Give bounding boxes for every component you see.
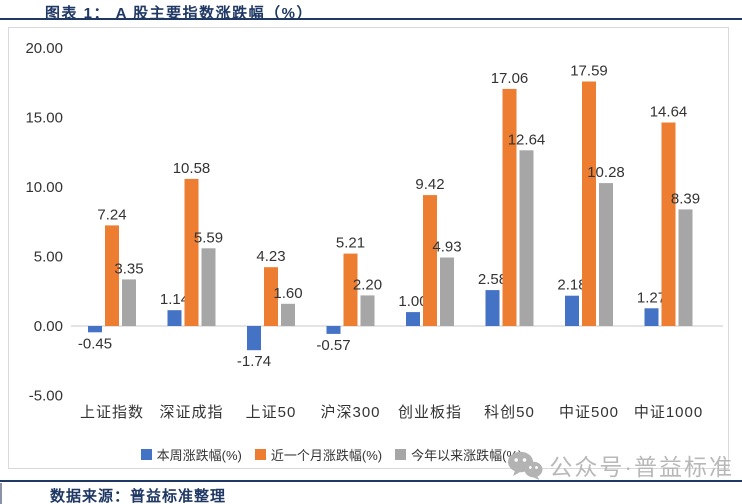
value-label: 1.00 [398, 293, 427, 310]
value-label: 1.60 [273, 285, 302, 302]
bar [247, 326, 261, 351]
y-tick-label: 5.00 [34, 249, 63, 266]
value-label: 12.64 [508, 131, 546, 148]
y-tick-label: 0.00 [34, 318, 63, 335]
value-label: -0.57 [316, 337, 350, 354]
legend-swatch [254, 449, 266, 460]
value-label: 10.28 [587, 164, 625, 181]
value-label: 7.24 [97, 206, 126, 223]
bar-chart: 20.00 15.00 10.00 5.00 0.00 -5.00 上证指数 -0.45 7.2… [25, 40, 723, 421]
watermark: 公众号·普益标准 [507, 448, 734, 482]
category-label: 科创50 [484, 404, 535, 421]
value-label: 9.42 [415, 176, 444, 193]
bar [326, 326, 341, 334]
legend-swatch [395, 449, 407, 460]
value-label: 5.21 [336, 235, 365, 252]
bar [599, 183, 613, 326]
bar [343, 253, 358, 326]
bar [678, 209, 693, 326]
value-label: 1.14 [160, 291, 189, 308]
value-label: 8.39 [671, 190, 700, 207]
bar [644, 308, 659, 326]
footer-divider [0, 480, 742, 482]
chart-legend: 本周涨跌幅(%) 近一个月涨跌幅(%) 今年以来涨跌幅(%) [9, 445, 728, 464]
bar [519, 150, 534, 326]
bar [105, 225, 119, 326]
category-label: 中证1000 [634, 404, 703, 421]
legend-label: 今年以来涨跌幅(%) [411, 448, 523, 463]
y-tick-label: 10.00 [25, 179, 63, 196]
chart-container: 20.00 15.00 10.00 5.00 0.00 -5.00 上证指数 -0.45 7.2… [8, 27, 729, 469]
bar [167, 310, 182, 326]
data-source: 数据来源：普益标准整理 [50, 488, 227, 504]
value-label: 4.93 [432, 239, 461, 256]
title-divider [0, 18, 742, 20]
value-label: 14.64 [650, 104, 688, 121]
bar [502, 88, 517, 327]
bar [281, 303, 295, 326]
bar [565, 295, 579, 326]
figure-title: 图表 1： A 股主要指数涨跌幅（%） [45, 5, 313, 22]
bar [88, 326, 102, 333]
category-label: 上证指数 [80, 404, 144, 421]
category-label: 上证50 [246, 404, 297, 421]
bar [406, 312, 420, 326]
y-tick-label: -5.00 [29, 388, 63, 405]
legend-item: 本周涨跌幅(%) [140, 445, 242, 464]
bar [264, 267, 278, 326]
y-tick-label: 20.00 [25, 40, 63, 57]
bar [582, 81, 596, 326]
value-label: 2.58 [478, 271, 507, 288]
category-label: 创业板指 [398, 403, 462, 421]
value-label: 17.06 [491, 70, 529, 87]
category-label: 中证500 [559, 404, 619, 421]
category-label: 沪深300 [320, 404, 380, 421]
value-label: 5.59 [194, 229, 223, 246]
value-label: -1.74 [237, 353, 271, 370]
value-label: -0.45 [78, 335, 112, 352]
wechat-icon [508, 451, 543, 480]
y-tick-label: 15.00 [25, 110, 63, 127]
category-label: 深证成指 [159, 404, 223, 421]
bar [184, 178, 199, 326]
bar [485, 290, 500, 326]
value-label: 3.35 [114, 260, 143, 277]
legend-swatch [140, 449, 152, 460]
legend-label: 近一个月涨跌幅(%) [270, 448, 383, 463]
legend-item: 今年以来涨跌幅(%) [395, 445, 522, 464]
legend-item: 近一个月涨跌幅(%) [254, 445, 383, 464]
value-label: 17.59 [570, 63, 608, 80]
value-label: 10.58 [173, 160, 211, 177]
table-border-fragment [0, 483, 2, 504]
bar [423, 195, 437, 326]
value-label: 1.27 [637, 289, 666, 306]
legend-label: 本周涨跌幅(%) [156, 448, 242, 463]
value-label: 2.18 [557, 277, 586, 294]
value-label: 2.20 [353, 276, 382, 293]
watermark-text: 公众号·普益标准 [549, 454, 734, 480]
bar [360, 295, 375, 326]
bar [440, 257, 454, 326]
bar [201, 248, 216, 326]
bar [122, 279, 136, 326]
bar [661, 122, 676, 326]
value-label: 4.23 [256, 248, 285, 265]
